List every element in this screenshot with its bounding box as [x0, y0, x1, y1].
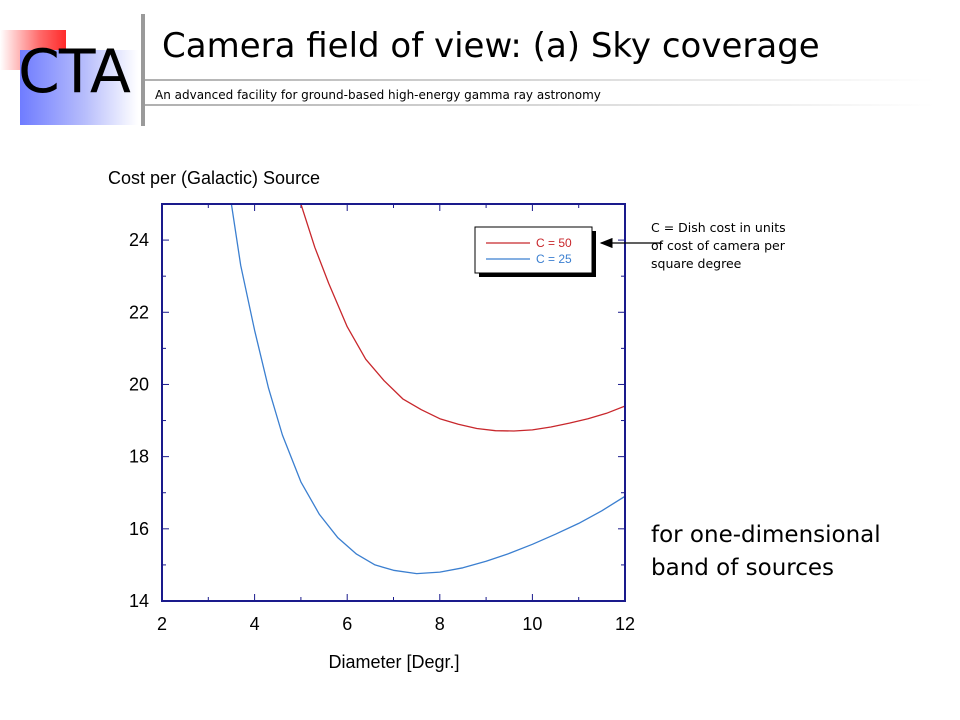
series-lines — [230, 205, 624, 575]
x-tick-label: 2 — [157, 614, 167, 634]
logo-text: CTA — [18, 37, 131, 107]
y-tick-label: 18 — [129, 447, 149, 467]
x-axis-label: Diameter [Degr.] — [328, 652, 459, 672]
note-line-2: of cost of camera per — [651, 238, 785, 253]
y-tick-label: 22 — [129, 302, 149, 322]
x-tick-label: 4 — [250, 614, 260, 634]
legend: C = 50 C = 25 — [474, 226, 596, 277]
cta-logo: CTA — [0, 20, 140, 125]
header-vertical-bar — [141, 14, 145, 126]
header-rule-bottom — [145, 104, 935, 106]
series-line-c25 — [230, 205, 624, 575]
y-tick-label: 16 — [129, 519, 149, 539]
note-line-3: square degree — [651, 256, 742, 271]
x-tick-label: 6 — [342, 614, 352, 634]
note-line-1: C = Dish cost in units — [651, 220, 786, 235]
logo-blue-square — [20, 50, 138, 125]
side-annotation: for one-dimensional band of sources — [651, 519, 911, 585]
y-tick-label: 14 — [129, 591, 149, 611]
chart-title: Cost per (Galactic) Source — [108, 168, 320, 188]
x-tick-label: 10 — [522, 614, 542, 634]
side-line-1: for one-dimensional — [651, 522, 881, 548]
slide-title: Camera field of view: (a) Sky coverage — [162, 26, 820, 66]
dish-cost-note: C = Dish cost in units of cost of camera… — [651, 219, 841, 273]
axis-ticks — [161, 203, 626, 602]
legend-label: C = 25 — [536, 252, 572, 266]
side-line-2: band of sources — [651, 555, 835, 581]
legend-box — [474, 226, 593, 274]
y-tick-label: 20 — [129, 374, 149, 394]
series-line-c50 — [300, 205, 624, 432]
x-tick-label: 8 — [435, 614, 445, 634]
y-tick-label: 24 — [129, 230, 149, 250]
x-tick-label: 12 — [615, 614, 635, 634]
legend-label: C = 50 — [536, 236, 572, 250]
slide-subtitle: An advanced facility for ground-based hi… — [155, 88, 601, 102]
header-rule-top — [145, 79, 935, 81]
